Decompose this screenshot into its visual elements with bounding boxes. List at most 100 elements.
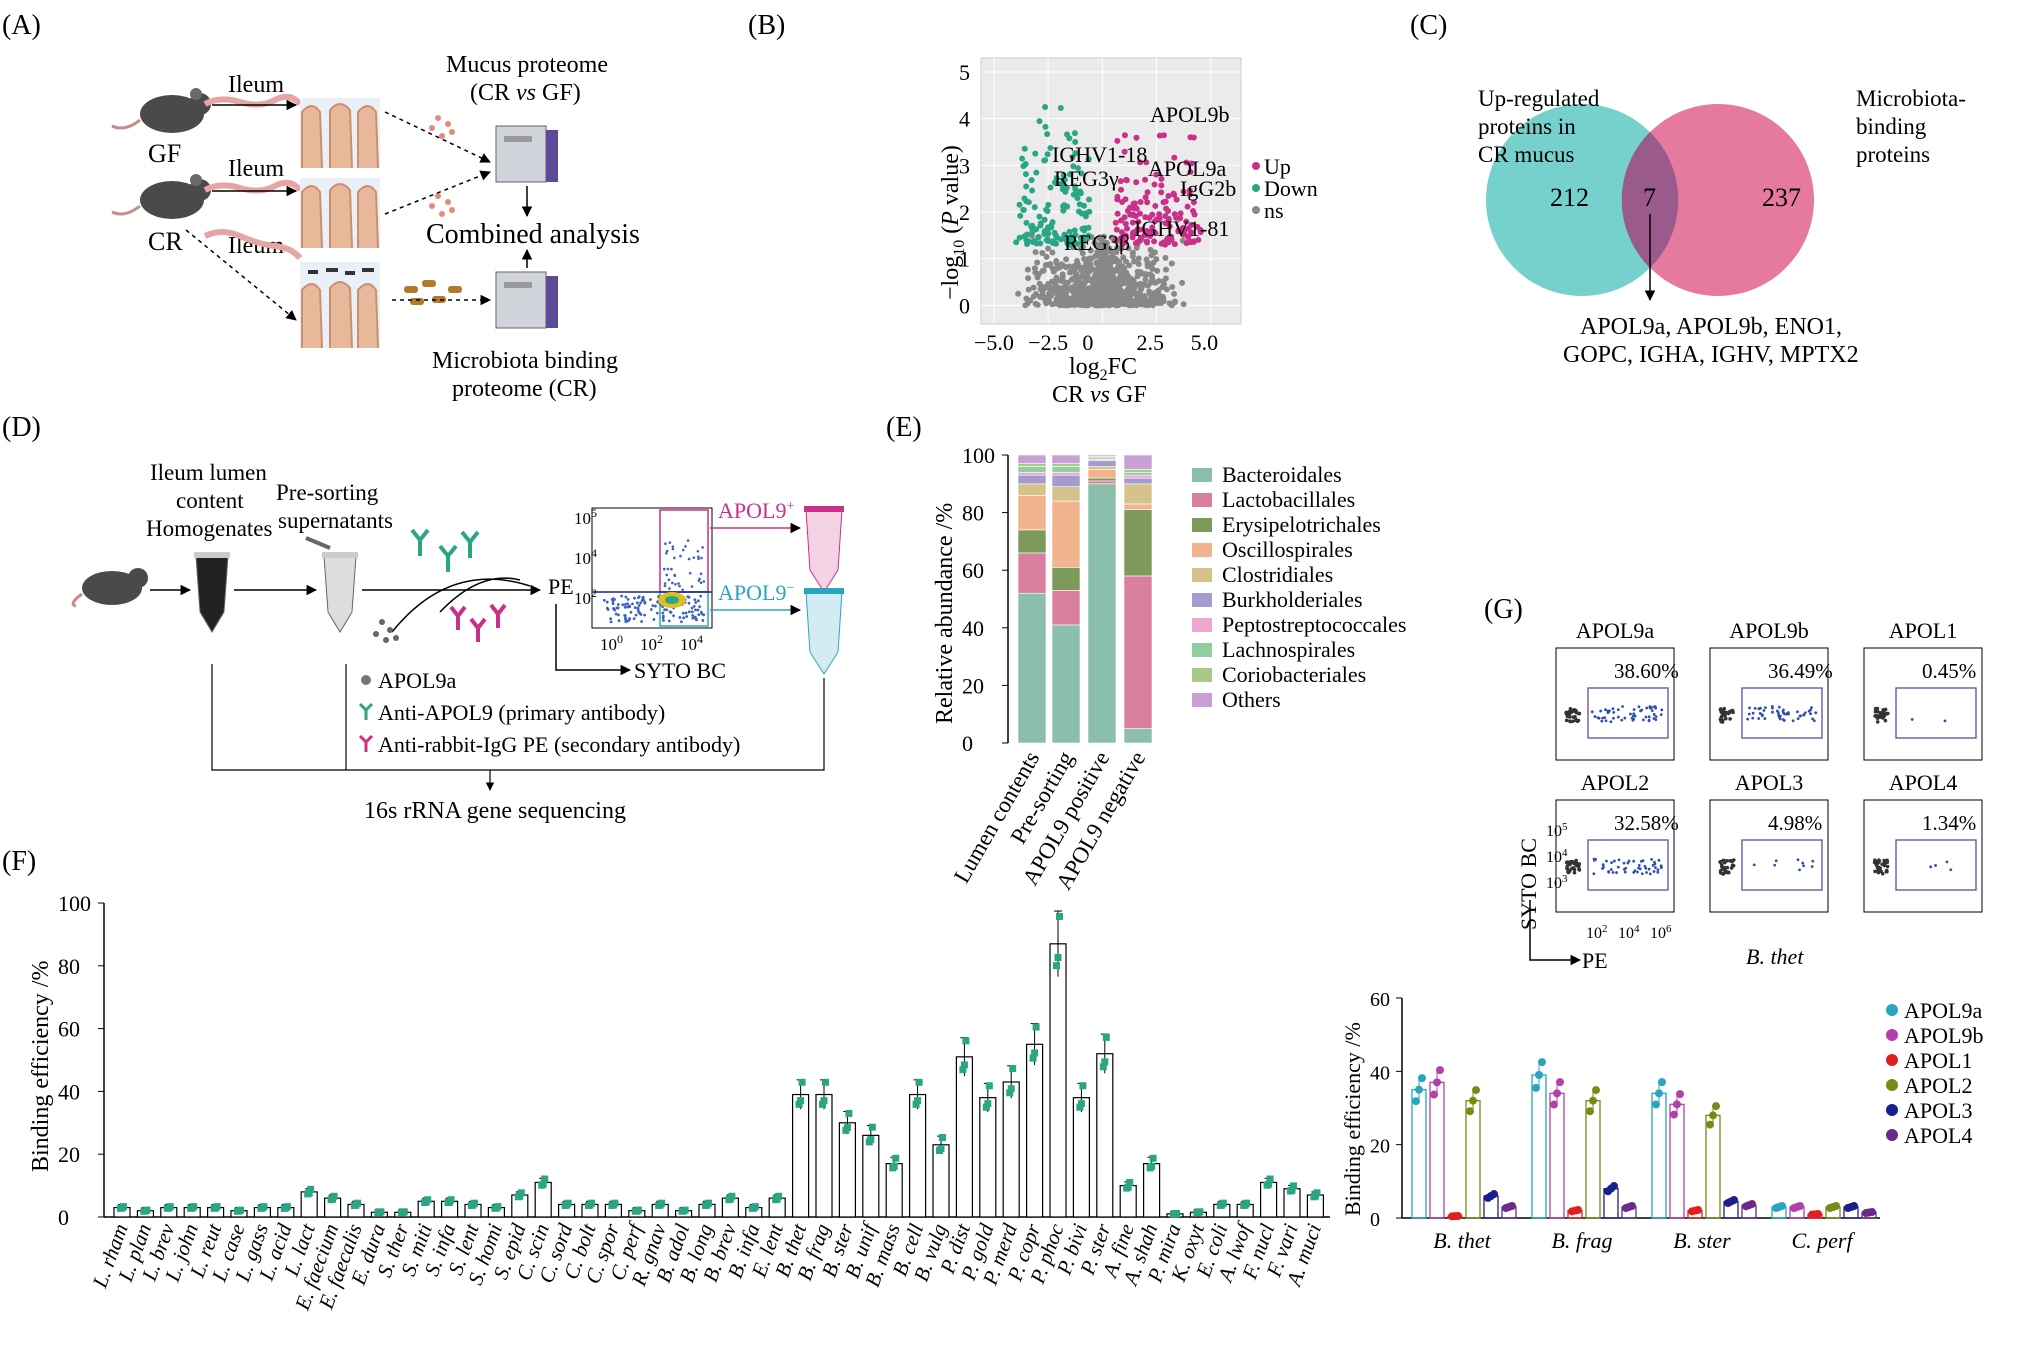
volcano-y-ticks: 0 1 2 3 4 5: [959, 60, 970, 318]
flow-dot: [1650, 706, 1654, 709]
y-tick-label: 5: [959, 60, 970, 85]
legend-marker: [1886, 1029, 1898, 1041]
ns-point: [1151, 292, 1158, 299]
flow-dot: [1600, 719, 1604, 723]
d-legend-1: APOL9a: [378, 668, 456, 693]
flow-dot: [1814, 711, 1818, 715]
flow-dots: [602, 539, 706, 624]
up-point: [1112, 219, 1119, 226]
legend-label: Bacteroidales: [1222, 462, 1342, 487]
down-point: [1041, 157, 1048, 164]
data-point: [1126, 1178, 1134, 1186]
g-yt-0: 103: [1546, 873, 1568, 892]
flow-dot: [1623, 716, 1627, 720]
down-point: [1044, 131, 1051, 138]
data-point: [424, 1196, 432, 1204]
combined-analysis-label: Combined analysis: [426, 219, 640, 250]
flow-dot: [681, 548, 685, 552]
mouse-icon: [71, 568, 148, 608]
x-tick-label: B. frag: [1551, 1228, 1612, 1253]
flow-dot: [1648, 872, 1652, 876]
ns-point: [1103, 295, 1110, 302]
data-point: [751, 1203, 759, 1211]
flow-dot: [639, 613, 643, 616]
flow-dot: [1627, 859, 1631, 863]
data-point: [892, 1154, 900, 1162]
flow-dot: [1568, 719, 1573, 724]
ns-point: [1082, 286, 1089, 293]
venn-right-title-1: Microbiota-: [1856, 86, 1966, 111]
up-point: [1149, 224, 1156, 231]
ns-point: [1171, 298, 1178, 305]
down-point: [1067, 236, 1074, 243]
f-bars: [113, 910, 1325, 1218]
x-tick-label: 5.0: [1191, 330, 1219, 355]
stack-segment: [1017, 463, 1047, 467]
up-point: [1158, 175, 1165, 182]
intestine-icon: [203, 179, 303, 194]
legend-label: Others: [1222, 687, 1281, 712]
ns-point: [1027, 297, 1034, 304]
legend-label: Peptostreptococcales: [1222, 612, 1407, 637]
ns-point: [1088, 290, 1095, 297]
data-point: [1709, 1111, 1717, 1120]
flow-dot: [615, 606, 619, 610]
g-x-labels: B. thet B. frag B. ster C. perf: [1433, 1228, 1855, 1253]
flow-dot: [639, 601, 643, 605]
flow-dot: [602, 598, 606, 602]
flow-dot: [687, 557, 691, 561]
down-point: [1029, 187, 1036, 194]
bar: [908, 1093, 927, 1218]
flow-dot: [1645, 706, 1649, 710]
flow-dot: [681, 611, 685, 615]
down-point: [1085, 156, 1092, 163]
up-point: [1162, 241, 1169, 248]
down-point: [1021, 195, 1028, 202]
flow-dot: [670, 567, 673, 571]
flow-dot: [637, 610, 641, 614]
stack-segment: [1051, 567, 1081, 591]
flow-dot: [668, 610, 672, 614]
gene-label: APOL9a: [1148, 156, 1226, 181]
y-tick-label: 40: [1370, 1062, 1390, 1084]
up-point: [1121, 148, 1128, 155]
up-point: [1149, 229, 1156, 236]
ns-point: [1089, 279, 1096, 286]
legend-marker: [1886, 1004, 1898, 1016]
ns-point: [1160, 278, 1167, 285]
data-point: [962, 1037, 970, 1045]
data-point: [1508, 1202, 1516, 1211]
stack-segment: [1051, 590, 1081, 626]
legend-swatch: [1192, 593, 1212, 607]
ns-point: [1179, 279, 1186, 286]
ns-point: [1105, 245, 1112, 252]
down-point: [1049, 219, 1056, 226]
stack-segment: [1123, 454, 1153, 470]
volcano-x-label-2: CR vs GF: [1052, 382, 1147, 408]
flow-dot: [1748, 706, 1751, 710]
mass-spec-icon: [495, 125, 558, 183]
flow-frame: [1863, 647, 1983, 761]
ns-point: [1105, 259, 1112, 266]
flow-dot: [1606, 711, 1610, 715]
flow-dot: [673, 574, 677, 578]
up-point: [1123, 177, 1130, 184]
apol9a-dots-icon: [373, 619, 399, 643]
legend-label: APOL4: [1904, 1123, 1972, 1148]
ns-point: [1051, 277, 1058, 284]
down-point: [1061, 176, 1068, 183]
ns-point: [1102, 270, 1109, 277]
down-point: [1016, 234, 1023, 241]
down-point: [1072, 138, 1079, 145]
data-point: [539, 1180, 547, 1188]
data-point: [1592, 1086, 1600, 1095]
volcano-x-ticks: −5.0 −2.5 0 2.5 5.0: [974, 330, 1218, 355]
flow-dot: [1617, 858, 1621, 862]
flow-dot: [1725, 858, 1729, 863]
flow-dot: [643, 613, 647, 617]
flow-dot: [702, 613, 706, 617]
stack-segment: [1017, 466, 1047, 473]
flow-dot: [626, 602, 629, 606]
ns-point: [1031, 265, 1038, 272]
flow-dot: [1624, 866, 1628, 870]
